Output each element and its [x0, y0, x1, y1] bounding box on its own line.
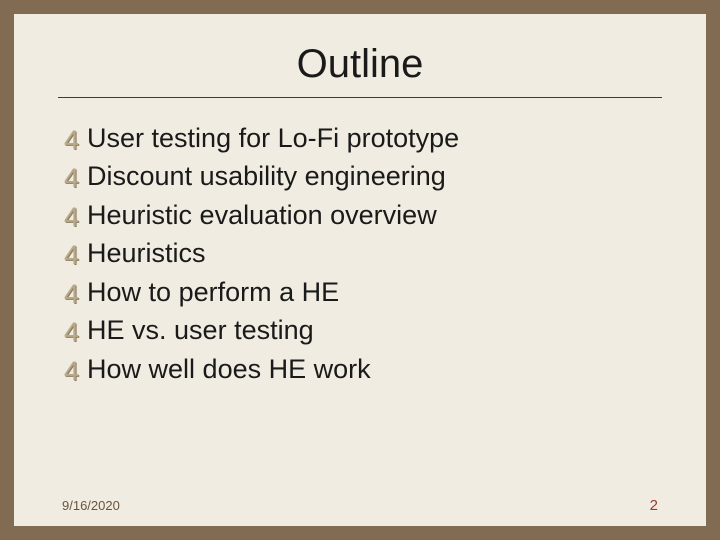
bullet-text: How well does HE work [87, 351, 371, 387]
bullet-text: How to perform a HE [87, 274, 339, 310]
bullet-icon: 4 [64, 358, 79, 385]
bullet-icon: 4 [64, 204, 79, 231]
list-item: 4 Heuristics [64, 235, 662, 271]
slide-surface: Outline 4 User testing for Lo-Fi prototy… [14, 14, 706, 526]
bullet-text: Heuristics [87, 235, 206, 271]
title-underline [58, 97, 662, 98]
bullet-icon: 4 [64, 242, 79, 269]
list-item: 4 How to perform a HE [64, 274, 662, 310]
list-item: 4 How well does HE work [64, 351, 662, 387]
slide-title: Outline [58, 42, 662, 87]
slide-frame: Outline 4 User testing for Lo-Fi prototy… [0, 0, 720, 540]
bullet-icon: 4 [64, 319, 79, 346]
list-item: 4 Discount usability engineering [64, 158, 662, 194]
bullet-icon: 4 [64, 281, 79, 308]
bullet-text: Heuristic evaluation overview [87, 197, 437, 233]
bullet-list: 4 User testing for Lo-Fi prototype 4 Dis… [64, 120, 662, 387]
bullet-text: User testing for Lo-Fi prototype [87, 120, 459, 156]
list-item: 4 Heuristic evaluation overview [64, 197, 662, 233]
footer-page-number: 2 [650, 497, 658, 514]
bullet-text: HE vs. user testing [87, 312, 314, 348]
bullet-icon: 4 [64, 127, 79, 154]
list-item: 4 User testing for Lo-Fi prototype [64, 120, 662, 156]
list-item: 4 HE vs. user testing [64, 312, 662, 348]
bullet-icon: 4 [64, 165, 79, 192]
bullet-text: Discount usability engineering [87, 158, 446, 194]
footer-date: 9/16/2020 [62, 498, 120, 513]
slide-footer: 9/16/2020 2 [62, 497, 658, 514]
